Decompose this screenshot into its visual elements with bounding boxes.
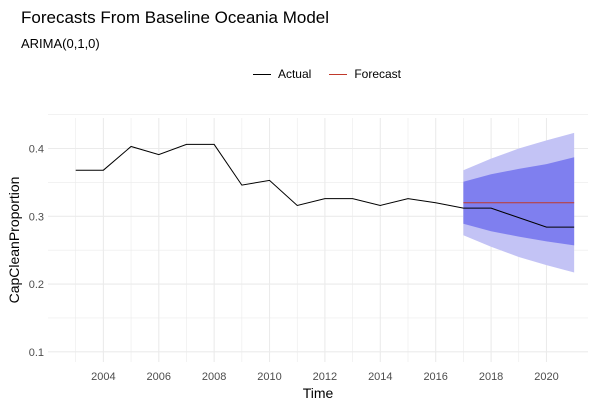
legend-label-actual: Actual xyxy=(277,67,312,81)
y-tick-label: 0.2 xyxy=(29,279,44,291)
x-tick-label: 2016 xyxy=(423,371,447,383)
x-tick-label: 2010 xyxy=(257,371,281,383)
x-tick-label: 2006 xyxy=(147,371,171,383)
y-tick-label: 0.1 xyxy=(29,347,44,359)
y-tick-label: 0.3 xyxy=(29,211,44,223)
x-axis-label: Time xyxy=(303,385,334,401)
legend-swatch-forecast xyxy=(329,73,348,75)
legend-item-forecast: Forecast xyxy=(329,66,401,82)
x-tick-label: 2018 xyxy=(479,371,503,383)
x-tick-label: 2020 xyxy=(534,371,558,383)
forecast-band-80 xyxy=(463,157,575,246)
y-axis-label: CapCleanProportion xyxy=(6,177,22,304)
actual-line xyxy=(75,143,575,228)
legend-swatch-actual xyxy=(252,73,271,75)
legend-item-actual: Actual xyxy=(193,66,311,82)
x-tick-label: 2004 xyxy=(91,371,115,383)
x-tick-label: 2014 xyxy=(368,371,392,383)
x-tick-label: 2008 xyxy=(202,371,226,383)
legend: Actual Forecast xyxy=(0,66,594,82)
y-tick-label: 0.4 xyxy=(29,144,44,156)
chart-title: Forecasts From Baseline Oceania Model xyxy=(21,8,330,27)
x-tick-label: 2012 xyxy=(313,371,337,383)
legend-label-forecast: Forecast xyxy=(354,67,402,81)
chart-subtitle: ARIMA(0,1,0) xyxy=(21,36,100,51)
